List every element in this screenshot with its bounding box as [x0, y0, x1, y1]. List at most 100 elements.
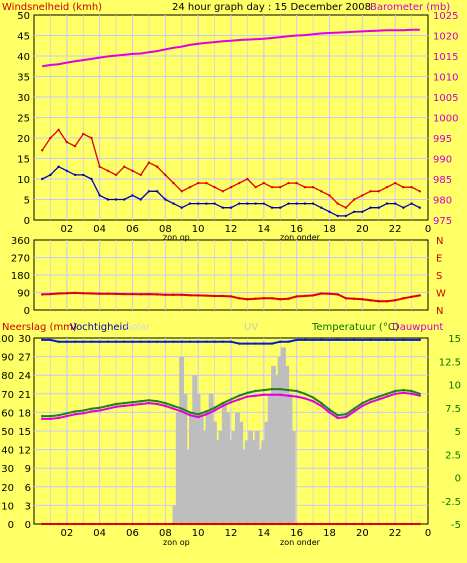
baro-tick-label: 1005 — [433, 93, 458, 104]
wind-avg-point — [172, 202, 175, 205]
dewpoint-point — [402, 391, 405, 395]
wind-tick-label: 15 — [17, 155, 30, 166]
temperature-point — [229, 398, 233, 401]
solar-bar — [257, 449, 263, 524]
solar-bar — [284, 365, 290, 524]
wind-direction-point — [270, 297, 274, 300]
wind-gust-point — [41, 149, 44, 152]
humidity-tick-label: 90 — [1, 353, 14, 364]
baro-tick-label: 980 — [433, 196, 452, 207]
wind-avg-point — [123, 198, 126, 201]
temp-tick-label: 5 — [455, 427, 461, 438]
wind-direction-point — [147, 292, 151, 296]
wind-gust-point — [188, 186, 192, 189]
humidity-point — [320, 338, 323, 342]
wind-avg-point — [65, 169, 69, 172]
humidity-point — [361, 338, 364, 342]
rain-point — [303, 522, 307, 526]
humidity-point — [123, 340, 126, 343]
temperature-point — [73, 410, 77, 413]
humidity-point — [65, 340, 69, 343]
x-tick-label: 02 — [60, 528, 73, 539]
x-tick-label: 18 — [323, 528, 336, 539]
wind-gust-point — [65, 140, 69, 144]
x-tick-label: 10 — [192, 224, 205, 235]
rain-point — [82, 522, 85, 526]
x-tick-label: 08 — [159, 528, 172, 539]
wind-avg-point — [320, 206, 323, 209]
temperature-point — [377, 395, 380, 398]
wind-gust-point — [238, 181, 241, 185]
wind-direction-point — [246, 298, 249, 301]
rain-point — [49, 522, 52, 526]
humidity-point — [328, 338, 331, 342]
solar-bar — [189, 412, 194, 524]
wind-avg-point — [402, 206, 405, 209]
temperature-point — [188, 411, 192, 414]
wind-avg-point — [106, 198, 110, 201]
wind-direction-point — [131, 292, 134, 296]
humidity-point — [303, 338, 307, 342]
humidity-point — [180, 340, 183, 343]
wind-direction-point — [238, 297, 241, 300]
temperature-point — [131, 400, 134, 404]
humidity-point — [270, 342, 274, 345]
wind-avg-point — [213, 202, 216, 205]
dewpoint-point — [196, 415, 200, 419]
wind-tick-label: 35 — [17, 73, 30, 84]
temperature-point — [82, 409, 85, 412]
dewpoint-point — [213, 409, 216, 412]
humidity-point — [73, 340, 77, 343]
humidity-point — [246, 342, 249, 345]
wind-gust-point — [279, 186, 282, 189]
dewpoint-point — [188, 413, 192, 417]
dir-tick-label: 270 — [11, 254, 30, 265]
wind-avg-point — [73, 173, 77, 177]
temperature-point — [205, 410, 208, 413]
wind-direction-point — [90, 292, 93, 295]
wind-avg-point — [344, 214, 348, 218]
solar-bar — [280, 347, 286, 524]
dewpoint-point — [238, 398, 241, 401]
solar-bar — [277, 356, 283, 524]
rain-point — [106, 522, 110, 526]
wind-tick-label: 0 — [24, 216, 30, 227]
sunset-label-2: zon onder — [280, 538, 321, 547]
wind-direction-point — [303, 294, 307, 298]
wind-axis-title: Windsnelheid (kmh) — [2, 2, 102, 13]
humidity-tick-label: 40 — [1, 446, 14, 457]
temperature-point — [393, 389, 397, 393]
temperature-point — [90, 407, 93, 410]
dewpoint-point — [303, 397, 307, 400]
dir-tick-label: 0 — [24, 306, 30, 317]
wind-avg-point — [385, 202, 389, 205]
wind-direction-point — [295, 295, 298, 298]
dewpoint-point — [82, 412, 85, 415]
rain-point — [41, 522, 44, 526]
wind-tick-label: 10 — [17, 175, 30, 186]
rain-point — [172, 522, 175, 526]
humidity-tick-label: 30 — [1, 464, 14, 475]
wind-direction-point — [221, 294, 224, 298]
dewpoint-point — [147, 401, 151, 405]
x-tick-label: 06 — [126, 528, 139, 539]
dewpoint-point — [311, 400, 315, 403]
wind-avg-point — [180, 206, 183, 209]
solar-bar — [267, 393, 273, 524]
humidity-point — [106, 340, 110, 343]
wind-avg-point — [361, 210, 364, 213]
wind-direction-point — [287, 297, 290, 300]
wind-gust-point — [352, 198, 356, 201]
wind-direction-point — [254, 297, 257, 300]
temperature-point — [320, 401, 323, 405]
dewpoint-point — [180, 410, 183, 413]
rain-tick-label: 6 — [25, 483, 31, 494]
humidity-point — [164, 340, 167, 343]
dewpoint-point — [229, 400, 233, 404]
dewpoint-point — [320, 404, 323, 408]
wind-direction-point — [377, 300, 380, 303]
wind-direction-point — [82, 292, 85, 295]
humidity-point — [213, 340, 216, 343]
temperature-point — [65, 412, 69, 415]
wind-gust-point — [311, 186, 315, 189]
